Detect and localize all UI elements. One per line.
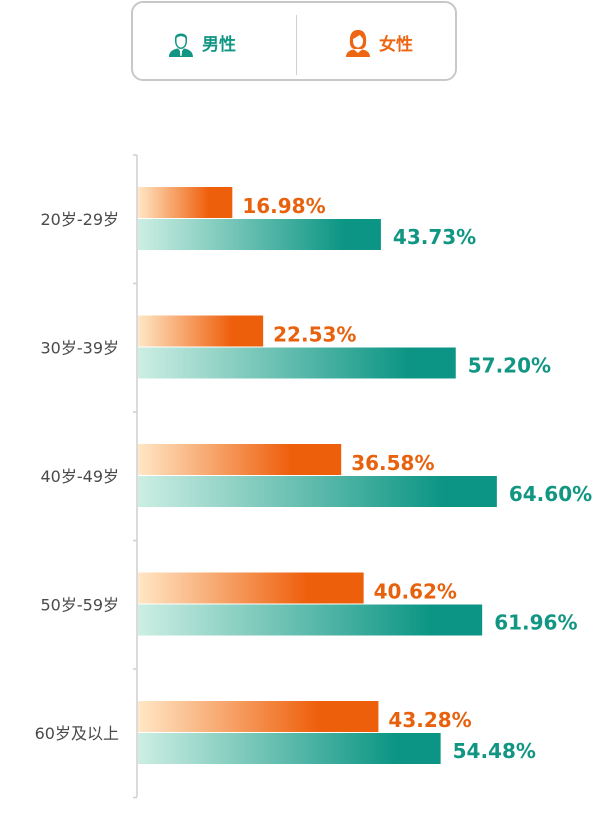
female-user-icon [346, 30, 370, 57]
data-label-male: 54.48% [453, 739, 536, 763]
legend: 男性 女性 [131, 1, 457, 81]
data-label-female: 16.98% [242, 194, 325, 218]
labels: 20岁-29岁 16.98% 43.73% 30岁-39岁 22.53% 57.20% 40… [35, 194, 593, 763]
bar-male [138, 476, 497, 507]
y-axis [133, 154, 138, 799]
data-label-male: 61.96% [494, 611, 577, 635]
bar-female [138, 315, 264, 347]
bar-male [138, 733, 441, 764]
bar-female [138, 444, 342, 475]
legend-item-male[interactable]: 男性 [166, 3, 236, 81]
data-label-female: 43.28% [388, 708, 471, 732]
legend-divider [296, 15, 297, 75]
data-label-male: 43.73% [393, 225, 476, 249]
bar-female [138, 701, 379, 732]
legend-female-label: 女性 [379, 34, 413, 55]
bar-male [138, 219, 381, 250]
legend-item-female[interactable]: 女性 [343, 3, 413, 81]
category-label: 40岁-49岁 [41, 467, 120, 486]
category-label: 20岁-29岁 [41, 210, 120, 229]
category-label: 60岁及以上 [35, 724, 119, 743]
bar-male [138, 604, 483, 636]
data-label-female: 36.58% [351, 451, 434, 475]
data-label-male: 57.20% [468, 354, 551, 378]
bars [138, 187, 497, 764]
bar-male [138, 347, 456, 379]
legend-male-label: 男性 [202, 34, 236, 55]
data-label-male: 64.60% [509, 482, 592, 506]
male-user-icon [169, 33, 193, 57]
bar-female [138, 572, 364, 604]
data-label-female: 22.53% [273, 323, 356, 347]
bar-female [138, 187, 233, 218]
category-label: 30岁-39岁 [41, 339, 120, 358]
data-label-female: 40.62% [374, 580, 457, 604]
category-label: 50岁-59岁 [41, 596, 120, 615]
